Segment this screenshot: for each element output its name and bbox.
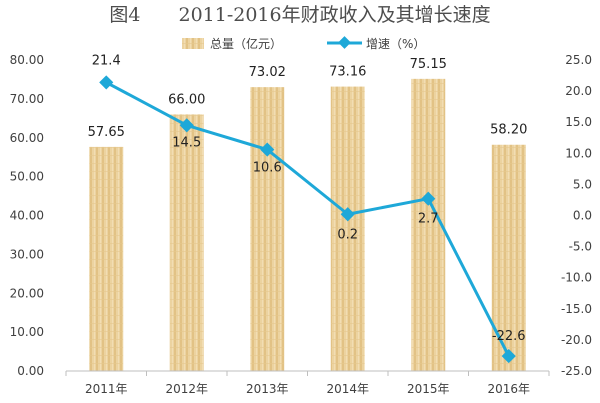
left-tick-label: 70.00 <box>10 92 44 106</box>
bar <box>89 146 124 371</box>
left-tick-label: 80.00 <box>10 53 44 67</box>
right-tick-label: 5.0 <box>573 177 592 191</box>
line-point <box>421 191 436 206</box>
x-tick-label: 2011年 <box>85 382 128 396</box>
legend-line-label: 增速（%） <box>366 37 425 51</box>
legend-line-marker <box>338 36 351 49</box>
growth-line <box>105 81 511 357</box>
line-data-label: 14.5 <box>172 135 201 150</box>
left-tick-label: 50.00 <box>10 170 44 184</box>
left-tick-label: 20.00 <box>10 286 44 300</box>
x-tick-label: 2015年 <box>407 382 450 396</box>
x-tick-label: 2013年 <box>246 382 289 396</box>
bar-data-label: 58.20 <box>490 123 527 138</box>
line-data-label: 2.7 <box>418 212 439 227</box>
line-data-label: 0.2 <box>337 227 358 242</box>
line-data-label: -22.6 <box>492 329 526 344</box>
bar-series: 57.65 66.00 73.02 73.16 75.15 58.20 <box>88 57 527 372</box>
right-tick-label: -10.0 <box>561 271 592 285</box>
line-point <box>99 75 114 90</box>
legend-bar-swatch <box>182 38 204 49</box>
x-tick-label: 2014年 <box>326 382 369 396</box>
right-tick-label: -20.0 <box>561 333 592 347</box>
bar-data-label: 57.65 <box>88 125 125 140</box>
bar <box>411 78 446 372</box>
right-tick-label: 20.0 <box>565 84 592 98</box>
bar-data-label: 73.16 <box>329 65 366 80</box>
right-tick-label: -15.0 <box>561 302 592 316</box>
right-tick-label: -5.0 <box>569 240 592 254</box>
bar-data-label: 66.00 <box>168 92 205 107</box>
x-axis: 2011年 2012年 2013年 2014年 2015年 2016年 <box>65 371 550 396</box>
right-tick-label: -25.0 <box>561 364 592 378</box>
line-data-label: 10.6 <box>253 161 282 176</box>
line-point <box>340 207 355 222</box>
left-tick-label: 60.00 <box>10 131 44 145</box>
left-tick-label: 30.00 <box>10 247 44 261</box>
bar-data-label: 75.15 <box>410 57 447 72</box>
bar <box>250 87 285 371</box>
right-tick-label: 0.0 <box>573 209 592 223</box>
left-tick-label: 10.00 <box>10 325 44 339</box>
legend-bar-label: 总量（亿元） <box>210 36 282 51</box>
line-data-label: 21.4 <box>92 53 121 68</box>
left-axis: 0.00 10.00 20.00 30.00 40.00 50.00 60.00 70.00 8… <box>10 53 44 378</box>
line-point <box>260 142 275 157</box>
line-point <box>501 349 516 364</box>
x-tick-label: 2012年 <box>165 382 208 396</box>
bar-data-label: 73.02 <box>249 65 286 80</box>
bar <box>169 114 204 372</box>
legend: 总量（亿元） 增速（%） <box>182 36 425 51</box>
x-tick-label: 2016年 <box>487 382 530 396</box>
chart-title: 图4 2011-2016年财政收入及其增长速度 <box>109 4 490 26</box>
bar <box>330 86 365 371</box>
right-tick-label: 10.0 <box>565 146 592 160</box>
right-tick-label: 15.0 <box>565 115 592 129</box>
right-axis: -25.0 -20.0 -15.0 -10.0 -5.0 0.0 5.0 10.0 15.0 20… <box>561 53 592 378</box>
right-tick-label: 25.0 <box>565 53 592 67</box>
left-tick-label: 40.00 <box>10 209 44 223</box>
line-series: 21.4 14.5 10.6 0.2 2.7 -22.6 <box>92 53 526 364</box>
left-tick-label: 0.00 <box>17 364 44 378</box>
